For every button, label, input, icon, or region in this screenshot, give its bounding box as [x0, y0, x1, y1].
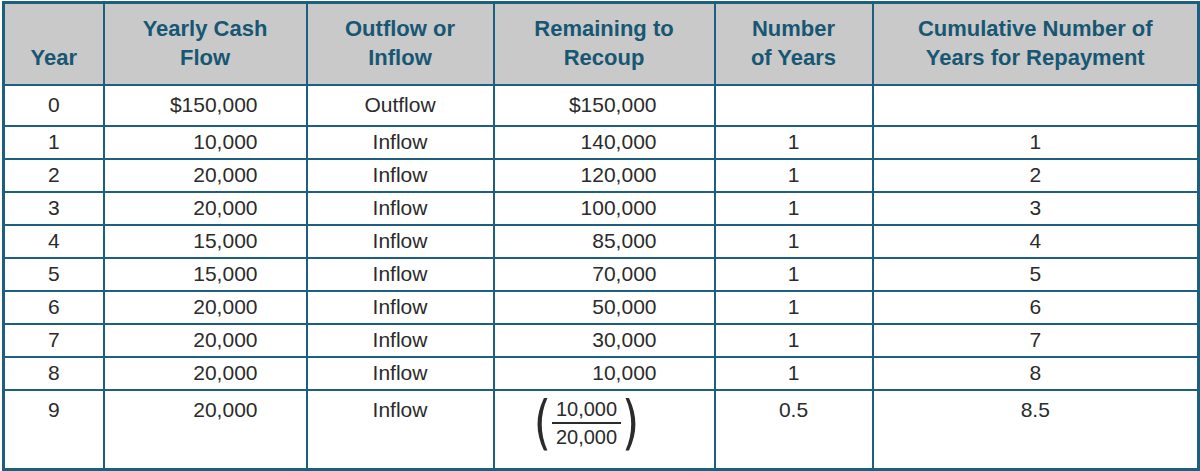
- table-row-year-3: 3 20,000 Inflow 100,000 1 3: [4, 192, 1199, 225]
- cell-remaining: 50,000: [494, 291, 715, 324]
- cell-year: 0: [4, 85, 104, 126]
- cell-year: 9: [4, 390, 104, 470]
- header-remaining-to-recoup-line1: Remaining to: [499, 14, 710, 43]
- cell-year: 3: [4, 192, 104, 225]
- cell-cumulative-years: 8.5: [873, 390, 1199, 470]
- cell-cumulative-years: 8: [873, 357, 1199, 390]
- header-outflow-or-inflow-line1: Outflow or: [312, 14, 489, 43]
- table-row-year-9: 9 20,000 Inflow ( 10,000 20,000 ) 0.5 8.…: [4, 390, 1199, 470]
- cell-year: 5: [4, 258, 104, 291]
- cell-number-of-years: 1: [715, 291, 873, 324]
- cell-remaining: $150,000: [494, 85, 715, 126]
- cell-cumulative-years: 6: [873, 291, 1199, 324]
- cell-cash-flow: 10,000: [104, 126, 307, 159]
- cell-number-of-years: 1: [715, 159, 873, 192]
- fraction-denominator: 20,000: [552, 424, 621, 448]
- cell-cash-flow: 20,000: [104, 324, 307, 357]
- cell-year: 4: [4, 225, 104, 258]
- table-row-year-0: 0 $150,000 Outflow $150,000: [4, 85, 1199, 126]
- cell-year: 1: [4, 126, 104, 159]
- header-cumulative-years-line2: Years for Repayment: [878, 43, 1194, 72]
- header-year-label: Year: [9, 43, 99, 72]
- table-row-year-2: 2 20,000 Inflow 120,000 1 2: [4, 159, 1199, 192]
- cell-remaining: 120,000: [494, 159, 715, 192]
- header-number-of-years: Number of Years: [715, 3, 873, 85]
- cell-cash-flow: 20,000: [104, 159, 307, 192]
- header-yearly-cash-flow-line1: Yearly Cash: [109, 14, 302, 43]
- cell-cash-flow: 20,000: [104, 357, 307, 390]
- header-yearly-cash-flow-line2: Flow: [109, 43, 302, 72]
- fraction-numerator: 10,000: [552, 398, 621, 424]
- header-yearly-cash-flow: Yearly Cash Flow: [104, 3, 307, 85]
- cell-cash-flow: 15,000: [104, 225, 307, 258]
- header-year: Year: [4, 3, 104, 85]
- cell-remaining: 30,000: [494, 324, 715, 357]
- header-cumulative-years-line1: Cumulative Number of: [878, 14, 1194, 43]
- cell-year: 8: [4, 357, 104, 390]
- cell-cumulative-years: 1: [873, 126, 1199, 159]
- header-cumulative-years: Cumulative Number of Years for Repayment: [873, 3, 1199, 85]
- cell-year: 2: [4, 159, 104, 192]
- table-row-year-8: 8 20,000 Inflow 10,000 1 8: [4, 357, 1199, 390]
- cell-remaining: 70,000: [494, 258, 715, 291]
- cell-cash-flow: 20,000: [104, 291, 307, 324]
- fraction-open-paren: (: [534, 393, 551, 451]
- fraction-remaining-to-recoup: ( 10,000 20,000 ): [534, 398, 640, 448]
- cell-flow-type: Inflow: [307, 390, 494, 470]
- fraction-stack: 10,000 20,000: [552, 398, 621, 448]
- cell-cash-flow: 15,000: [104, 258, 307, 291]
- cell-number-of-years: 0.5: [715, 390, 873, 470]
- cell-number-of-years: [715, 85, 873, 126]
- header-outflow-or-inflow: Outflow or Inflow: [307, 3, 494, 85]
- cell-flow-type: Inflow: [307, 192, 494, 225]
- cell-remaining: 140,000: [494, 126, 715, 159]
- table-row-year-7: 7 20,000 Inflow 30,000 1 7: [4, 324, 1199, 357]
- cell-flow-type: Outflow: [307, 85, 494, 126]
- header-number-of-years-line1: Number: [720, 14, 868, 43]
- table-row-year-6: 6 20,000 Inflow 50,000 1 6: [4, 291, 1199, 324]
- cell-cash-flow: 20,000: [104, 192, 307, 225]
- cell-remaining: 100,000: [494, 192, 715, 225]
- table-row-year-4: 4 15,000 Inflow 85,000 1 4: [4, 225, 1199, 258]
- cell-flow-type: Inflow: [307, 357, 494, 390]
- table-row-year-1: 1 10,000 Inflow 140,000 1 1: [4, 126, 1199, 159]
- cell-number-of-years: 1: [715, 192, 873, 225]
- cell-cumulative-years: 3: [873, 192, 1199, 225]
- payback-period-table: Year Yearly Cash Flow Outflow or Inflow …: [2, 1, 1200, 471]
- table-header-row: Year Yearly Cash Flow Outflow or Inflow …: [4, 3, 1199, 85]
- cell-flow-type: Inflow: [307, 225, 494, 258]
- header-remaining-to-recoup-line2: Recoup: [499, 43, 710, 72]
- table-row-year-5: 5 15,000 Inflow 70,000 1 5: [4, 258, 1199, 291]
- cell-cumulative-years: 5: [873, 258, 1199, 291]
- fraction-close-paren: ): [622, 393, 639, 451]
- header-number-of-years-line2: of Years: [720, 43, 868, 72]
- cell-cash-flow: $150,000: [104, 85, 307, 126]
- cell-number-of-years: 1: [715, 126, 873, 159]
- cell-number-of-years: 1: [715, 357, 873, 390]
- cell-remaining-fraction: ( 10,000 20,000 ): [494, 390, 715, 470]
- cell-flow-type: Inflow: [307, 291, 494, 324]
- cell-remaining: 10,000: [494, 357, 715, 390]
- cell-flow-type: Inflow: [307, 159, 494, 192]
- header-remaining-to-recoup: Remaining to Recoup: [494, 3, 715, 85]
- cell-number-of-years: 1: [715, 258, 873, 291]
- cell-flow-type: Inflow: [307, 324, 494, 357]
- header-outflow-or-inflow-line2: Inflow: [312, 43, 489, 72]
- cell-cash-flow: 20,000: [104, 390, 307, 470]
- cell-flow-type: Inflow: [307, 258, 494, 291]
- cell-cumulative-years: 7: [873, 324, 1199, 357]
- cell-number-of-years: 1: [715, 225, 873, 258]
- cell-cumulative-years: 2: [873, 159, 1199, 192]
- cell-year: 6: [4, 291, 104, 324]
- cell-year: 7: [4, 324, 104, 357]
- cell-cumulative-years: 4: [873, 225, 1199, 258]
- cell-cumulative-years: [873, 85, 1199, 126]
- cell-remaining: 85,000: [494, 225, 715, 258]
- cell-number-of-years: 1: [715, 324, 873, 357]
- cell-flow-type: Inflow: [307, 126, 494, 159]
